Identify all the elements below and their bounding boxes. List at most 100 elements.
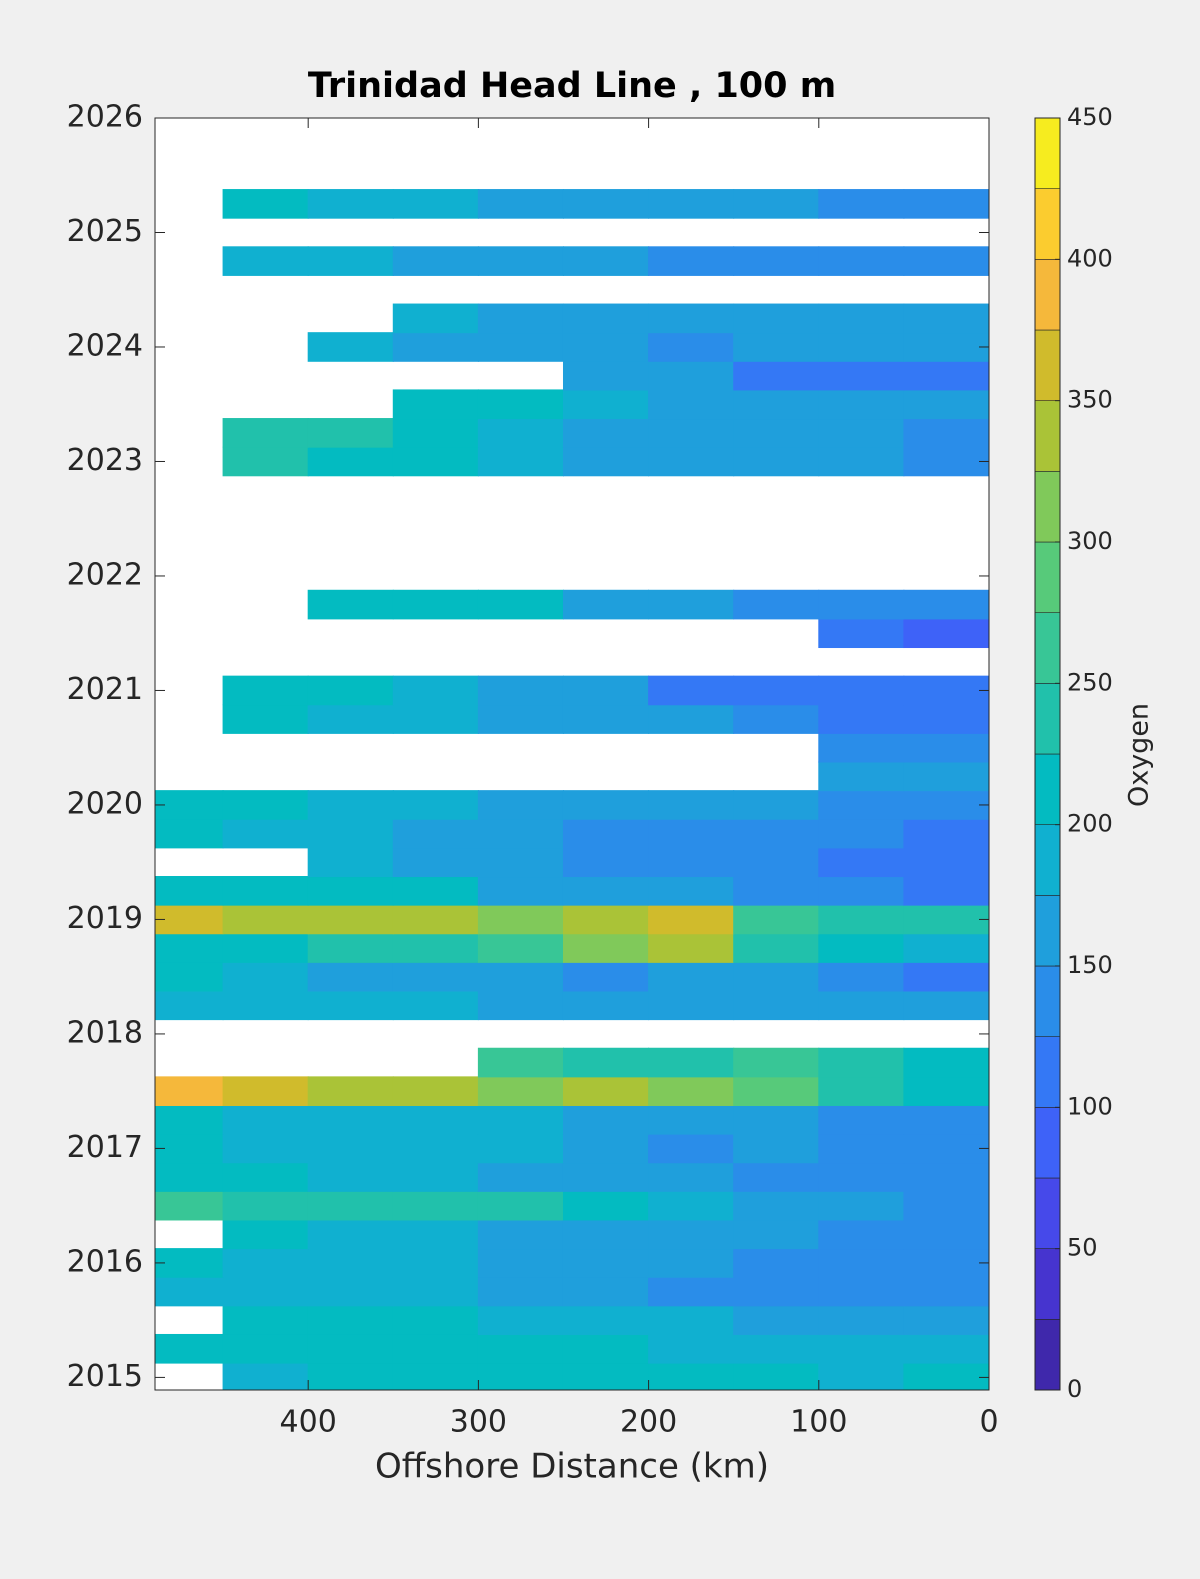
contour-cell bbox=[903, 1076, 989, 1106]
contour-cell bbox=[648, 1190, 735, 1221]
contour-cell bbox=[818, 1162, 905, 1192]
colorbar-level bbox=[1034, 683, 1061, 755]
contour-cell bbox=[818, 904, 905, 935]
contour-cell bbox=[392, 189, 479, 219]
contour-cell bbox=[648, 418, 735, 448]
contour-cell bbox=[307, 704, 394, 734]
contour-cell bbox=[648, 1133, 735, 1164]
contour-cell bbox=[307, 904, 394, 935]
colorbar-level bbox=[1034, 612, 1061, 684]
contour-cell bbox=[648, 332, 735, 362]
contour-cell bbox=[903, 332, 989, 362]
contour-cell bbox=[222, 876, 309, 906]
y-tick-label: 2020 bbox=[67, 786, 143, 821]
contour-cell bbox=[733, 189, 820, 219]
contour-cell bbox=[903, 618, 989, 649]
contour-cell bbox=[392, 1248, 479, 1278]
contour-cell bbox=[648, 1047, 735, 1078]
contour-cell bbox=[222, 1190, 309, 1221]
contour-cell bbox=[818, 732, 905, 763]
contour-cell bbox=[818, 189, 905, 219]
contour-cell bbox=[818, 818, 905, 849]
contour-cell bbox=[903, 904, 989, 935]
contour-cell bbox=[477, 704, 564, 734]
contour-cell bbox=[648, 1076, 735, 1106]
contour-cell bbox=[562, 1162, 650, 1192]
contour-cell bbox=[307, 189, 394, 219]
contour-cell bbox=[562, 675, 650, 706]
contour-cell bbox=[648, 961, 735, 992]
contour-cell bbox=[392, 933, 479, 963]
y-tick-label: 2024 bbox=[67, 328, 143, 363]
contour-cell bbox=[222, 1305, 309, 1335]
contour-cell bbox=[818, 847, 905, 878]
colorbar-level bbox=[1034, 1107, 1061, 1179]
contour-cell bbox=[155, 1248, 224, 1278]
contour-cell bbox=[818, 618, 905, 649]
contour-cell bbox=[392, 1162, 479, 1192]
colorbar-tick-label: 0 bbox=[1067, 1375, 1082, 1403]
contour-cell bbox=[648, 1305, 735, 1335]
contour-cell bbox=[222, 1333, 309, 1364]
contour-cell bbox=[648, 589, 735, 620]
contour-cell bbox=[307, 990, 394, 1021]
contour-cell bbox=[903, 1276, 989, 1307]
contour-cell bbox=[562, 418, 650, 448]
colorbar-tick-label: 200 bbox=[1067, 810, 1113, 838]
contour-cell bbox=[307, 1276, 394, 1307]
x-tick-label: 400 bbox=[280, 1405, 337, 1440]
contour-cell bbox=[648, 246, 735, 276]
contour-cell bbox=[733, 933, 820, 963]
contour-cell bbox=[562, 1333, 650, 1364]
y-tick-label: 2023 bbox=[67, 443, 143, 478]
contour-cell bbox=[818, 961, 905, 992]
contour-cell bbox=[733, 790, 820, 820]
contour-cell bbox=[392, 1276, 479, 1307]
contour-cell bbox=[392, 1219, 479, 1250]
contour-cell bbox=[222, 675, 309, 706]
contour-cell bbox=[222, 704, 309, 734]
contour-cell bbox=[818, 303, 905, 334]
contour-cell bbox=[648, 904, 735, 935]
colorbar-tick-label: 450 bbox=[1067, 103, 1113, 131]
contour-cell bbox=[733, 418, 820, 448]
contour-cell bbox=[392, 589, 479, 620]
contour-cell bbox=[818, 1219, 905, 1250]
contour-cell bbox=[155, 1076, 224, 1106]
contour-cell bbox=[155, 1162, 224, 1192]
contour-cell bbox=[477, 332, 564, 362]
contour-cell bbox=[307, 418, 394, 448]
contour-cell bbox=[818, 332, 905, 362]
contour-cell bbox=[307, 332, 394, 362]
contour-cell bbox=[222, 1248, 309, 1278]
x-tick-label: 100 bbox=[790, 1405, 847, 1440]
contour-cell bbox=[562, 790, 650, 820]
contour-cell bbox=[903, 389, 989, 420]
axes-box bbox=[154, 117, 990, 1391]
contour-cell bbox=[155, 933, 224, 963]
contour-cell bbox=[733, 589, 820, 620]
contour-cell bbox=[818, 418, 905, 448]
contour-cell bbox=[903, 818, 989, 849]
contour-cell bbox=[648, 990, 735, 1021]
contour-cell bbox=[733, 246, 820, 276]
contour-cell bbox=[818, 761, 905, 792]
contour-cell bbox=[477, 818, 564, 849]
contour-cell bbox=[307, 1305, 394, 1335]
contour-cell bbox=[562, 1305, 650, 1335]
colorbar-level bbox=[1034, 329, 1061, 401]
y-tick-label: 2019 bbox=[67, 901, 143, 936]
colorbar-level bbox=[1034, 259, 1061, 331]
contour-cell bbox=[562, 904, 650, 935]
contour-cell bbox=[392, 418, 479, 448]
colorbar-level bbox=[1034, 117, 1061, 189]
contour-cell bbox=[733, 446, 820, 477]
contour-cell bbox=[562, 303, 650, 334]
contour-cell bbox=[818, 704, 905, 734]
contour-cell bbox=[562, 990, 650, 1021]
contour-cell bbox=[307, 790, 394, 820]
contour-cell bbox=[477, 1305, 564, 1335]
contour-cell bbox=[733, 303, 820, 334]
contour-cell bbox=[392, 961, 479, 992]
contour-cell bbox=[818, 1333, 905, 1364]
